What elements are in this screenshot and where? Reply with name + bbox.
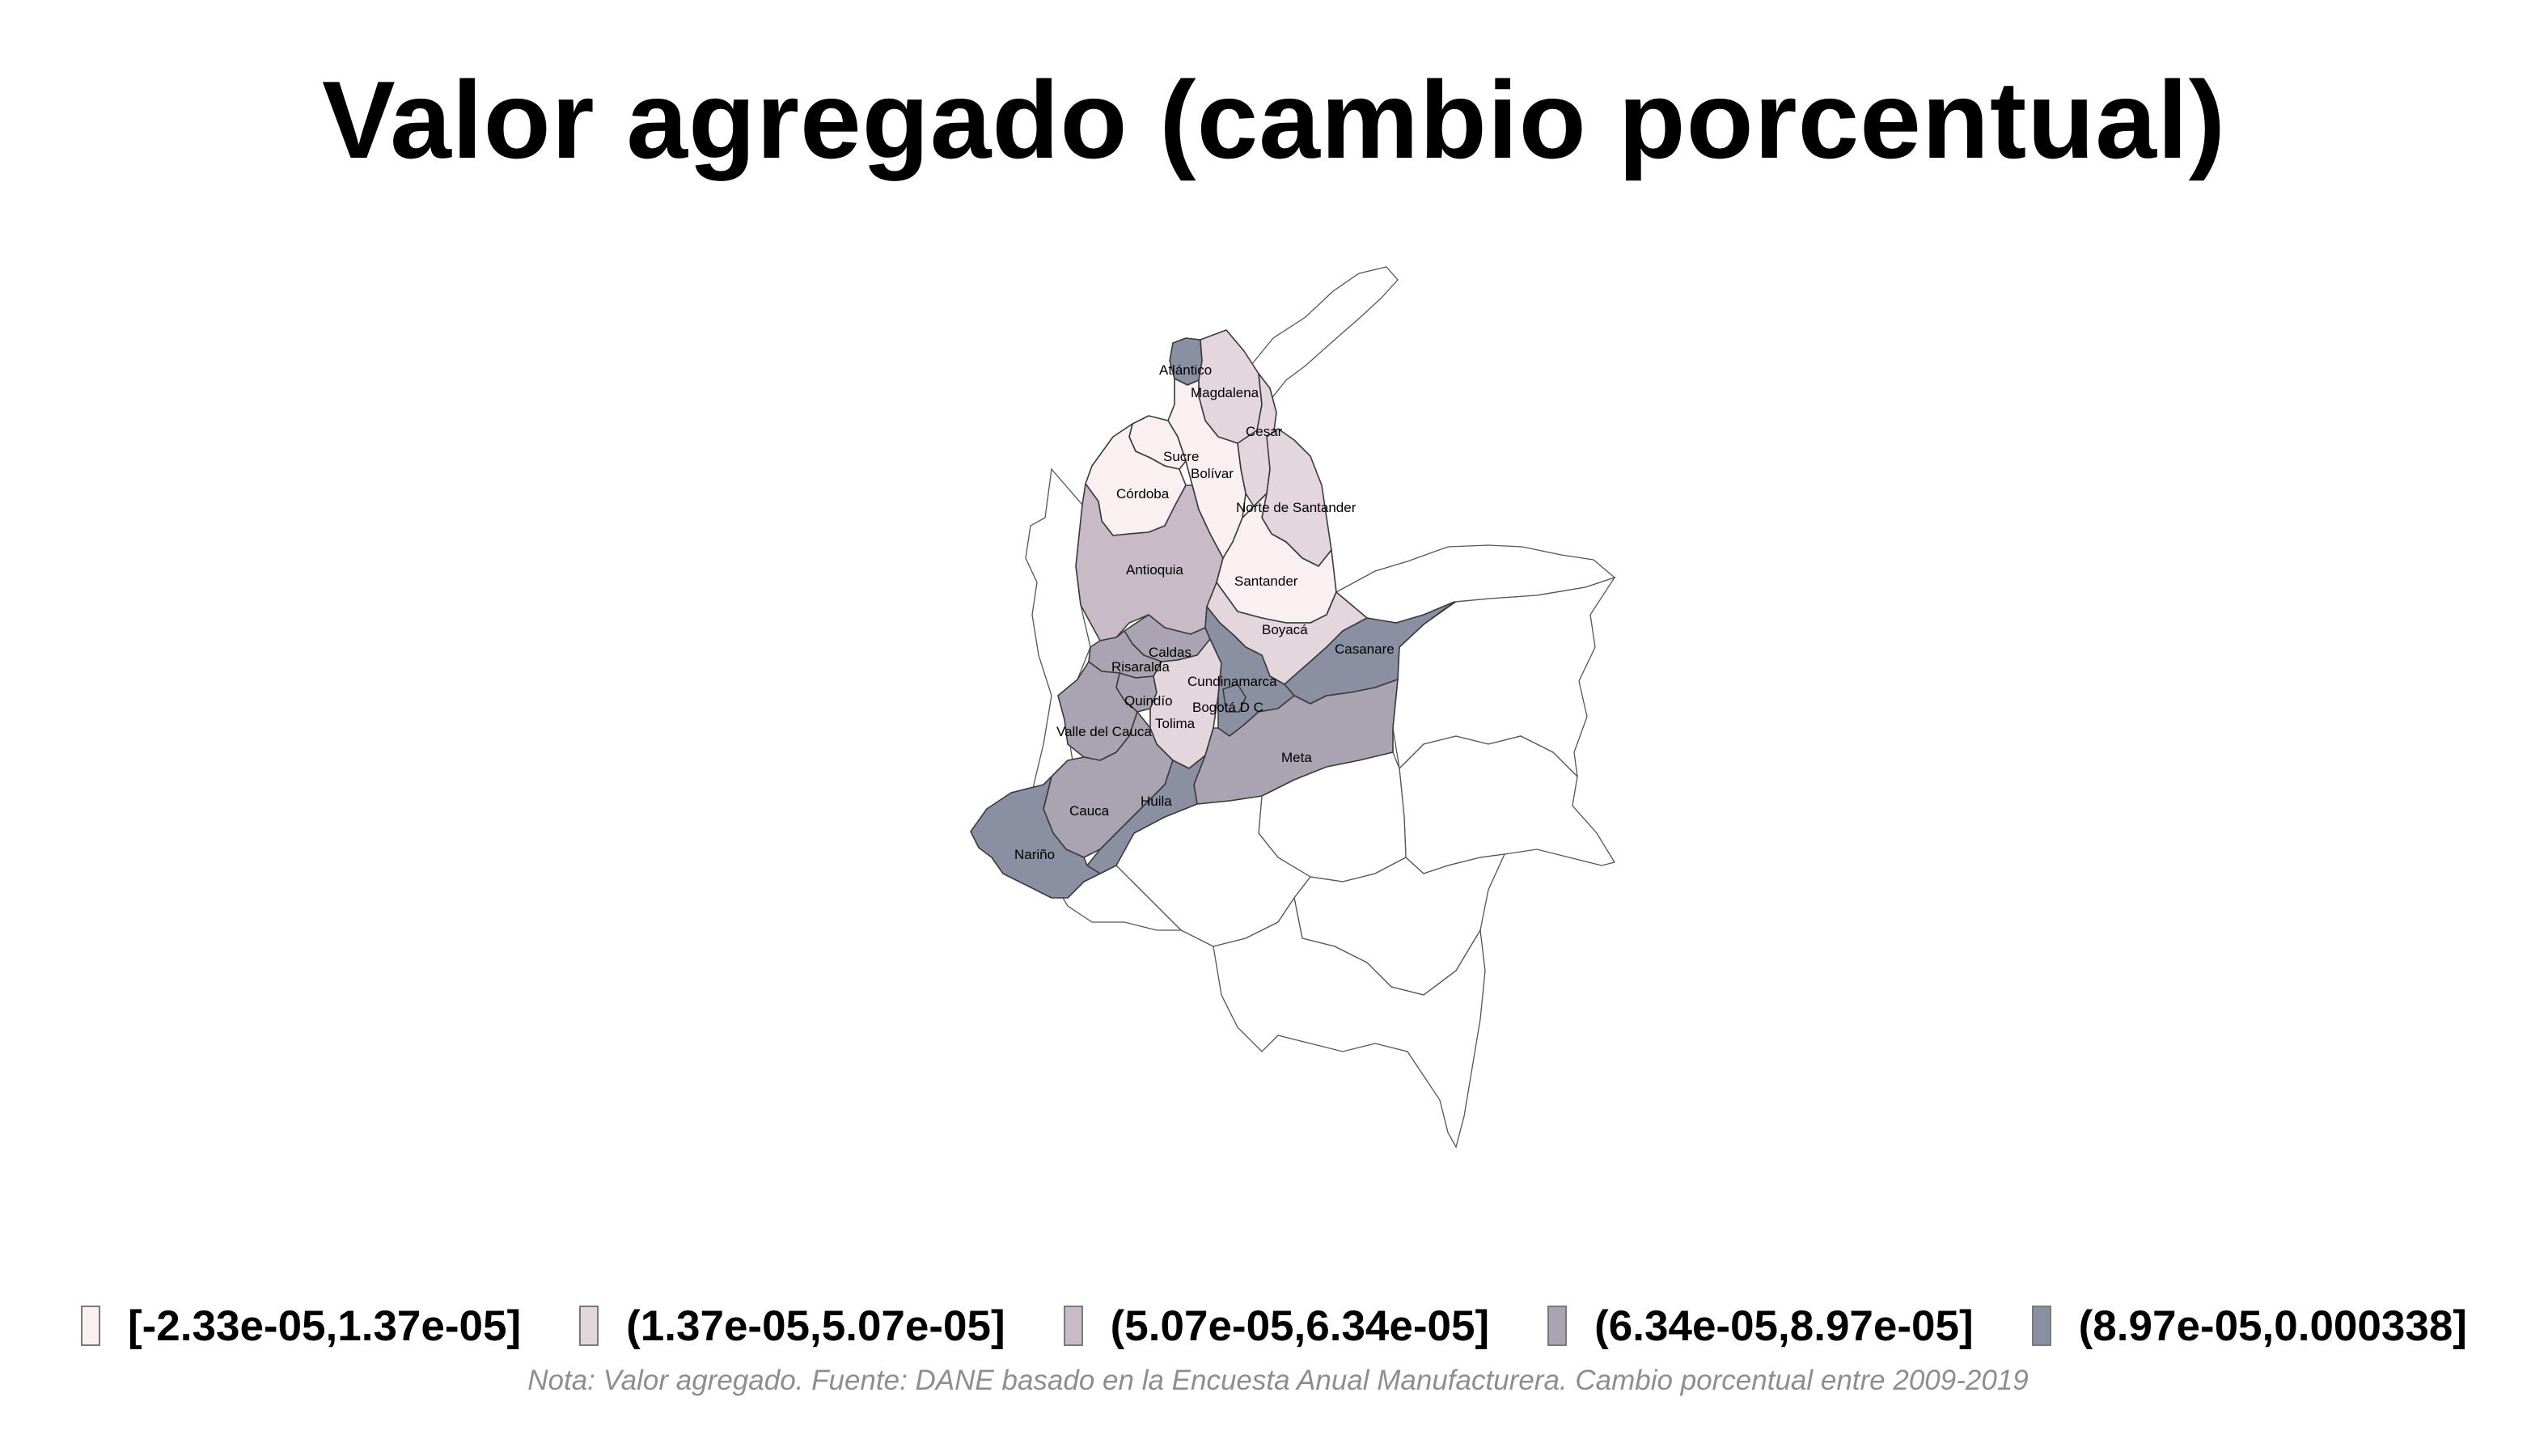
label-tolima: Tolima xyxy=(1155,716,1196,731)
label-narino: Nariño xyxy=(1014,847,1055,862)
legend-item: (1.37e-05,5.07e-05] xyxy=(579,1302,1005,1351)
label-valle-del-cauca: Valle del Cauca xyxy=(1056,724,1152,739)
label-huila: Huila xyxy=(1141,794,1172,809)
label-cauca: Cauca xyxy=(1069,803,1110,819)
legend-item: [-2.33e-05,1.37e-05] xyxy=(81,1302,521,1351)
legend-label: (6.34e-05,8.97e-05] xyxy=(1594,1302,1974,1350)
label-cundinamarca: Cundinamarca xyxy=(1187,674,1277,689)
label-bolivar: Bolívar xyxy=(1191,466,1234,481)
legend-item: (8.97e-05,0.000338] xyxy=(2031,1302,2467,1351)
label-atlantico: Atlántico xyxy=(1159,362,1212,378)
legend: [-2.33e-05,1.37e-05] (1.37e-05,5.07e-05]… xyxy=(81,1289,2467,1362)
legend-item: (5.07e-05,6.34e-05] xyxy=(1063,1302,1490,1351)
label-risaralda: Risaralda xyxy=(1111,659,1170,675)
region-amazonas xyxy=(1213,896,1486,1149)
label-meta: Meta xyxy=(1281,750,1312,765)
legend-swatch xyxy=(579,1306,599,1346)
region-guainia xyxy=(1399,735,1616,874)
legend-swatch xyxy=(2031,1306,2051,1346)
label-sucre: Sucre xyxy=(1163,449,1199,464)
label-santander: Santander xyxy=(1234,574,1298,589)
label-quindio: Quindío xyxy=(1124,693,1173,709)
label-cordoba: Córdoba xyxy=(1116,486,1170,502)
department-narino xyxy=(970,776,1101,899)
department-bogota xyxy=(1222,684,1246,713)
source-note: Nota: Valor agregado. Fuente: DANE basad… xyxy=(527,1365,2029,1396)
legend-label: [-2.33e-05,1.37e-05] xyxy=(128,1302,522,1350)
label-norte-de-santander: Norte de Santander xyxy=(1236,500,1357,515)
legend-label: (5.07e-05,6.34e-05] xyxy=(1110,1302,1490,1350)
department-huila xyxy=(1086,755,1206,874)
legend-swatch xyxy=(1063,1306,1083,1346)
departments xyxy=(970,329,1455,899)
department-labels: Atlántico Magdalena Cesar Sucre Bolívar … xyxy=(1014,362,1395,862)
label-bogota: Bogotá D C xyxy=(1192,700,1263,715)
label-boyaca: Boyacá xyxy=(1262,622,1308,637)
legend-label: (1.37e-05,5.07e-05] xyxy=(626,1302,1005,1350)
label-magdalena: Magdalena xyxy=(1191,385,1259,400)
label-casanare: Casanare xyxy=(1335,641,1395,657)
no-data-regions xyxy=(1025,266,1616,1149)
legend-item: (6.34e-05,8.97e-05] xyxy=(1547,1302,1974,1351)
label-antioquia: Antioquia xyxy=(1126,562,1183,578)
legend-label: (8.97e-05,0.000338] xyxy=(2078,1302,2467,1350)
label-cesar: Cesar xyxy=(1246,424,1283,439)
legend-swatch xyxy=(1547,1306,1568,1346)
legend-swatch xyxy=(81,1306,100,1346)
map-title: Valor agregado (cambio porcentual) xyxy=(321,58,2227,181)
label-caldas: Caldas xyxy=(1149,645,1191,660)
